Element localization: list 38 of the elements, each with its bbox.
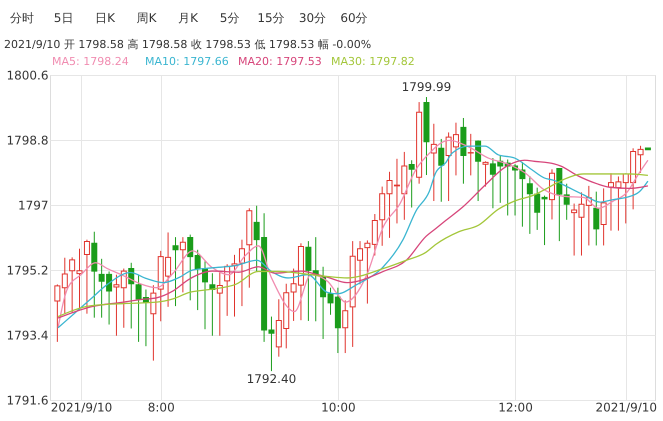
text: 5日 bbox=[54, 11, 74, 25]
text: 60分 bbox=[340, 11, 368, 25]
candlestick bbox=[408, 160, 415, 208]
text: MA10: 1797.66 bbox=[145, 55, 229, 68]
text: 15分 bbox=[257, 11, 285, 25]
y-tick-label: 1791.6 bbox=[6, 394, 48, 408]
text: 5分 bbox=[220, 11, 240, 25]
candlestick bbox=[84, 239, 90, 314]
text: 2021/9/10 开 1798.58 高 1798.58 收 1798.53 低 1798.53 幅 -0.00% bbox=[4, 38, 372, 51]
candlestick bbox=[438, 138, 444, 202]
y-tick-label: 1795.2 bbox=[6, 264, 48, 278]
candlestick bbox=[482, 160, 489, 188]
candlestick bbox=[468, 133, 474, 176]
text: MA5: 1798.24 bbox=[52, 55, 129, 68]
y-tick-label: 1800.6 bbox=[6, 68, 48, 82]
candlestick bbox=[172, 236, 179, 307]
text: 月K bbox=[178, 11, 200, 25]
annotation: 1799.99 bbox=[402, 80, 452, 94]
y-tick-label: 1793.4 bbox=[6, 328, 48, 342]
text: 周K bbox=[136, 11, 158, 25]
candlestick bbox=[180, 236, 186, 293]
candlestick bbox=[564, 183, 570, 220]
x-tick-label: 2021/9/10 bbox=[596, 400, 658, 414]
annotation: 1792.40 bbox=[246, 372, 296, 386]
candlestick bbox=[600, 188, 607, 246]
text: 30分 bbox=[298, 11, 326, 25]
text: 分时 bbox=[10, 11, 34, 25]
text: MA20: 1797.53 bbox=[238, 55, 322, 68]
text: MA30: 1797.82 bbox=[331, 55, 415, 68]
text: 日K bbox=[95, 11, 116, 25]
candlestick bbox=[593, 191, 600, 246]
candlestick bbox=[342, 300, 348, 354]
x-tick-label: 12:00 bbox=[498, 400, 533, 414]
y-tick-label: 1798.8 bbox=[6, 134, 48, 148]
y-tick-label: 1797 bbox=[18, 198, 48, 212]
x-tick-label: 10:00 bbox=[321, 400, 356, 414]
x-tick-label: 2021/9/10 bbox=[50, 400, 112, 414]
x-tick-label: 8:00 bbox=[148, 400, 175, 414]
